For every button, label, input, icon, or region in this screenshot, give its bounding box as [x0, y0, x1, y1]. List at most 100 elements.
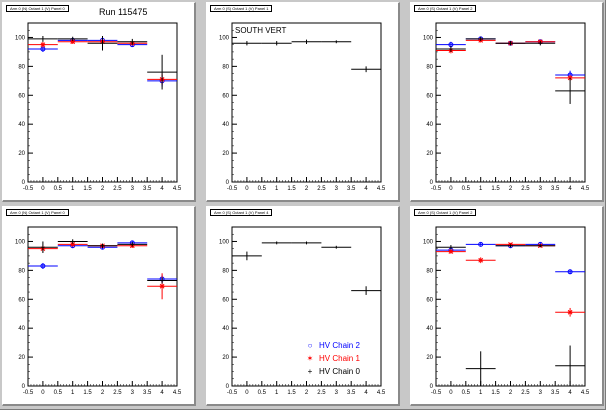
data-point-chain0	[555, 345, 585, 386]
data-point-chain0	[436, 245, 466, 250]
y-tick-label: 80	[18, 268, 25, 274]
legend-entry-chain2: ○ HV Chain 2	[305, 341, 360, 350]
x-tick-label: 2.5	[317, 390, 326, 396]
y-tick-label: 60	[222, 297, 229, 303]
x-tick-label: 1.5	[491, 186, 500, 192]
circle-marker-icon: ○	[307, 341, 313, 350]
x-tick-label: 1.5	[491, 390, 500, 396]
x-tick-label: 1.5	[287, 186, 296, 192]
x-tick-label: 2.5	[113, 186, 122, 192]
y-tick-label: 60	[426, 297, 433, 303]
data-point-chain0	[465, 36, 496, 42]
x-tick-label: 1.5	[83, 186, 92, 192]
pad-1: Arm 0 (N) Octant 1 (V) Panel 0 Run 11547…	[2, 2, 196, 202]
y-tick-label: 0	[226, 180, 230, 186]
x-tick-label: 3	[131, 390, 135, 396]
data-point-chain0	[117, 38, 148, 45]
data-point-chain0	[117, 242, 148, 247]
pad-title: Arm 0 (S) Octant 1 (V) Panel 1	[210, 5, 273, 12]
star-marker-icon: ✶	[306, 354, 314, 363]
y-tick-label: 80	[426, 64, 433, 70]
x-tick-label: -0.5	[23, 390, 34, 396]
data-point-chain0	[57, 239, 88, 244]
x-tick-label: 4	[160, 390, 164, 396]
legend-label: HV Chain 0	[319, 367, 360, 376]
x-tick-label: 1	[479, 390, 483, 396]
data-point-chain1	[28, 41, 58, 48]
y-tick-label: 100	[219, 35, 230, 41]
data-point-chain0	[495, 41, 526, 46]
data-point-chain2	[465, 241, 496, 247]
legend-entry-chain0: + HV Chain 0	[305, 367, 360, 376]
pad-6: Arm 0 (S) Octant 1 (V) Panel 2 -0.5 0 0.5 1…	[410, 206, 604, 406]
x-tick-label: 0	[245, 186, 249, 192]
x-tick-label: 3	[131, 186, 135, 192]
data-point-chain0	[57, 36, 88, 42]
data-point-chain0	[436, 46, 466, 52]
x-tick-label: 2.5	[521, 390, 530, 396]
legend: ○ HV Chain 2 ✶ HV Chain 1 + HV Chain 0	[305, 341, 385, 381]
y-tick-label: 0	[430, 384, 434, 390]
data-point-chain0	[87, 36, 118, 51]
x-tick-label: 3	[335, 390, 339, 396]
x-tick-label: 4	[364, 186, 368, 192]
x-tick-label: 1	[71, 186, 75, 192]
y-tick-label: 0	[430, 180, 434, 186]
data-point-chain1	[465, 257, 496, 264]
x-tick-label: 4	[364, 390, 368, 396]
data-point-chain0	[147, 277, 177, 284]
x-tick-label: 2.5	[521, 186, 530, 192]
plot-frame	[231, 226, 382, 387]
pad-title: Arm 0 (N) Octant 1 (V) Panel 0	[6, 209, 69, 216]
pad-2: Arm 0 (S) Octant 1 (V) Panel 1 SOUTH VER…	[206, 2, 400, 202]
pad-5: Arm 0 (S) Octant 1 (V) Panel 4 ○ HV Chain…	[206, 206, 400, 406]
data-point-chain1	[147, 273, 177, 300]
south-vert-label: SOUTH VERT	[235, 26, 287, 35]
data-point-chain0	[28, 36, 58, 42]
y-tick-label: 20	[18, 355, 25, 361]
y-tick-label: 60	[18, 93, 25, 99]
x-tick-label: 2.5	[113, 390, 122, 396]
x-tick-label: 4.5	[581, 390, 590, 396]
plot-frame	[435, 226, 586, 387]
x-tick-label: 2	[101, 186, 105, 192]
x-tick-label: 2	[305, 390, 309, 396]
x-tick-label: 0.5	[54, 186, 63, 192]
x-tick-label: 4.5	[581, 186, 590, 192]
plot-frame	[27, 226, 178, 387]
x-tick-label: 3.5	[347, 390, 356, 396]
x-tick-label: 2	[101, 390, 105, 396]
x-tick-label: 3	[539, 390, 543, 396]
data-point-chain0	[28, 241, 58, 254]
data-point-chain0	[232, 41, 262, 46]
x-tick-label: 1.5	[83, 390, 92, 396]
data-point-chain0	[351, 66, 381, 73]
data-point-chain0	[87, 243, 118, 248]
data-point-chain0	[321, 245, 352, 249]
y-tick-label: 20	[426, 355, 433, 361]
data-point-chain2	[555, 269, 585, 275]
pad-title: Arm 0 (S) Octant 1 (V) Panel 2	[414, 5, 477, 12]
x-tick-label: 0.5	[54, 390, 63, 396]
x-tick-label: 0	[245, 390, 249, 396]
data-point-chain0	[147, 54, 177, 90]
plot-frame	[231, 22, 382, 183]
y-tick-label: 60	[426, 93, 433, 99]
x-tick-label: -0.5	[227, 186, 238, 192]
x-tick-label: 0	[41, 186, 45, 192]
y-tick-label: 60	[222, 93, 229, 99]
x-tick-label: 3.5	[143, 186, 152, 192]
x-tick-label: 0	[449, 390, 453, 396]
x-tick-label: 2	[509, 390, 513, 396]
x-tick-label: 0	[41, 390, 45, 396]
legend-label: HV Chain 2	[319, 341, 360, 350]
x-tick-label: 0	[449, 186, 453, 192]
x-tick-label: 0.5	[462, 186, 471, 192]
data-point-chain0	[261, 41, 292, 46]
y-tick-label: 40	[18, 326, 25, 332]
y-tick-label: 60	[18, 297, 25, 303]
y-tick-label: 80	[222, 64, 229, 70]
